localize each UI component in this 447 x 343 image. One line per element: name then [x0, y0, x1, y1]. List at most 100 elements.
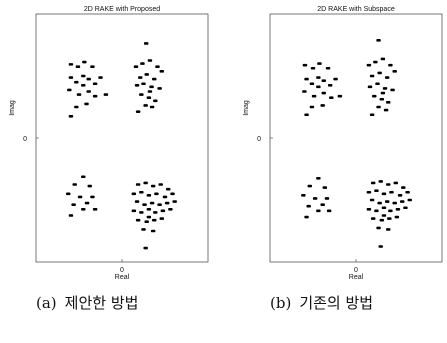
- data-point-44: [312, 197, 318, 200]
- figure-panel-b: 2D RAKE with Subspace 0 Real 0 Imag (b) 기존의 방…: [224, 0, 447, 343]
- data-point-52: [378, 180, 383, 183]
- data-point-20: [143, 42, 149, 45]
- data-point-42: [322, 186, 328, 189]
- y-tick-label: 0: [23, 136, 27, 143]
- data-point-2: [75, 65, 81, 68]
- scatter-points: [301, 39, 412, 248]
- data-point-18: [304, 113, 309, 117]
- data-point-12: [76, 93, 82, 96]
- data-point-49: [304, 215, 309, 219]
- data-point-16: [309, 105, 315, 109]
- data-point-77: [394, 215, 400, 219]
- data-point-10: [333, 77, 338, 81]
- data-point-31: [149, 85, 154, 89]
- plot-frame: [269, 13, 443, 263]
- data-point-25: [392, 70, 397, 73]
- y-axis-label: Imag: [243, 100, 250, 116]
- data-point-25: [159, 70, 164, 73]
- data-point-2: [310, 66, 316, 70]
- data-point-76: [152, 218, 157, 222]
- data-point-63: [142, 203, 147, 206]
- data-point-72: [160, 209, 166, 213]
- data-point-78: [141, 228, 146, 231]
- data-point-29: [367, 85, 373, 89]
- data-point-36: [376, 105, 381, 109]
- data-point-27: [377, 71, 382, 75]
- data-point-35: [153, 99, 158, 103]
- data-point-77: [159, 217, 164, 220]
- data-point-23: [147, 59, 153, 62]
- scatter-points: [66, 42, 177, 250]
- chart-title: 2D RAKE with Proposed: [84, 6, 160, 13]
- data-point-28: [384, 76, 390, 79]
- data-point-22: [373, 60, 378, 64]
- data-point-60: [397, 194, 403, 197]
- data-point-74: [371, 217, 376, 220]
- data-point-26: [138, 76, 143, 79]
- data-point-68: [131, 209, 137, 213]
- data-point-64: [149, 201, 155, 205]
- data-point-60: [162, 195, 168, 199]
- data-point-81: [143, 246, 148, 250]
- data-point-9: [92, 82, 98, 86]
- data-point-44: [77, 195, 83, 199]
- data-point-51: [135, 183, 141, 186]
- data-point-19: [316, 85, 321, 89]
- data-point-13: [321, 91, 326, 95]
- data-point-17: [84, 102, 89, 106]
- data-point-31: [382, 87, 388, 90]
- data-point-32: [390, 88, 395, 92]
- data-point-53: [150, 184, 156, 188]
- data-point-65: [157, 203, 162, 206]
- caption-a-tag: (a): [36, 294, 57, 312]
- data-point-57: [139, 190, 144, 194]
- data-point-23: [380, 57, 386, 61]
- data-point-8: [86, 77, 91, 81]
- data-point-46: [306, 204, 311, 208]
- data-point-81: [378, 245, 383, 248]
- data-point-59: [389, 190, 394, 194]
- data-point-9: [328, 84, 333, 87]
- data-point-75: [379, 218, 384, 222]
- data-point-13: [86, 90, 91, 93]
- y-axis-label: Imag: [9, 100, 16, 116]
- data-point-38: [369, 113, 375, 117]
- data-point-71: [388, 209, 393, 213]
- data-point-69: [374, 209, 379, 213]
- data-point-57: [374, 189, 379, 192]
- data-point-67: [407, 198, 412, 202]
- data-point-70: [381, 206, 387, 210]
- data-point-62: [134, 200, 140, 203]
- data-point-80: [146, 215, 152, 219]
- data-point-24: [388, 63, 393, 67]
- data-point-43: [301, 194, 306, 197]
- data-point-63: [377, 201, 382, 205]
- data-point-3: [317, 62, 322, 65]
- data-point-14: [329, 96, 334, 99]
- data-point-50: [84, 201, 90, 205]
- data-point-71: [153, 211, 158, 214]
- data-point-52: [143, 181, 148, 185]
- caption-a: (a) 제안한 방법: [36, 292, 138, 313]
- data-point-53: [386, 183, 391, 186]
- data-point-39: [380, 91, 386, 95]
- data-point-30: [141, 82, 146, 86]
- data-point-15: [103, 93, 109, 96]
- data-point-36: [143, 104, 148, 107]
- data-point-40: [81, 175, 86, 179]
- data-point-67: [172, 200, 177, 203]
- data-point-73: [168, 208, 173, 211]
- data-point-79: [150, 229, 156, 233]
- data-point-14: [92, 94, 98, 98]
- chart-title: 2D RAKE with Subspace: [317, 6, 395, 13]
- data-point-49: [68, 214, 74, 217]
- data-point-59: [154, 192, 159, 196]
- data-point-16: [74, 105, 79, 109]
- plot-frame: [35, 13, 209, 263]
- data-point-19: [81, 84, 86, 87]
- data-point-15: [337, 94, 343, 98]
- caption-b: (b) 기존의 방법: [270, 292, 373, 313]
- data-point-32: [157, 87, 162, 90]
